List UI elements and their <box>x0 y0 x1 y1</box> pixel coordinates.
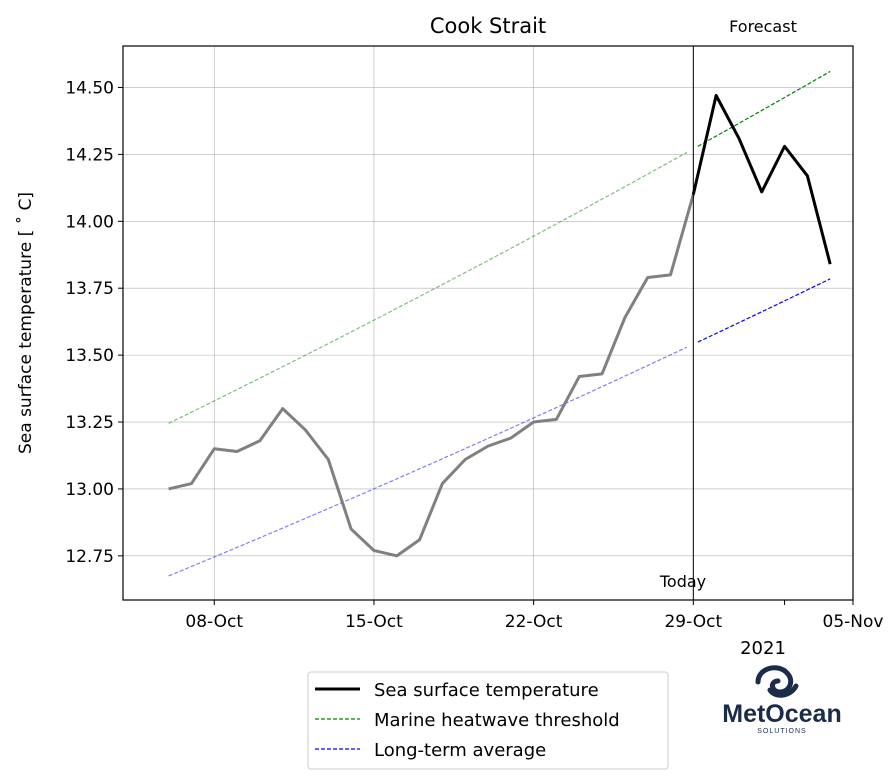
logo-name: MetOcean <box>722 700 841 728</box>
y-tick-label: 13.00 <box>65 480 114 500</box>
legend-label-average: Long-term average <box>374 740 546 761</box>
y-tick-label: 14.25 <box>65 145 114 165</box>
year-label: 2021 <box>740 638 786 659</box>
average-line-past <box>168 346 688 577</box>
x-tick-label: 22-Oct <box>505 612 563 632</box>
sst-forecast-line <box>691 94 832 265</box>
x-tick-label: 15-Oct <box>345 612 403 632</box>
y-tick-label: 14.50 <box>65 78 114 98</box>
y-tick-label: 13.50 <box>65 346 114 366</box>
y-tick-label: 14.00 <box>65 212 114 232</box>
average-line-future <box>697 278 831 343</box>
threshold-line-future <box>697 70 831 147</box>
x-tick-label: 08-Oct <box>185 612 243 632</box>
axes-frame <box>122 45 854 601</box>
x-tick-label: 29-Oct <box>664 612 722 632</box>
logo-subtitle: SOLUTIONS <box>757 728 806 735</box>
chart-title: Cook Strait <box>430 14 546 38</box>
metocean-logo: MetOcean SOLUTIONS <box>722 665 842 735</box>
wave-icon <box>755 665 799 698</box>
y-tick-label: 12.75 <box>65 547 114 567</box>
series-layer <box>168 70 832 577</box>
tick-layer: 12.75 13.00 13.25 13.50 13.75 14.00 14.25 14.50… <box>65 78 883 632</box>
legend-label-sst: Sea surface temperature <box>374 680 599 701</box>
x-tick-label: 05-Nov <box>823 612 884 632</box>
forecast-label: Forecast <box>729 17 797 36</box>
y-axis-label: Sea surface temperature [ ˚ C] <box>15 192 36 454</box>
y-tick-label: 13.75 <box>65 279 114 299</box>
today-label: Today <box>659 572 706 591</box>
legend-label-threshold: Marine heatwave threshold <box>374 710 620 731</box>
y-tick-label: 13.25 <box>65 413 114 433</box>
legend: Sea surface temperature Marine heatwave … <box>307 671 669 770</box>
threshold-line-past <box>168 151 688 424</box>
sst-observed-line <box>168 194 695 558</box>
